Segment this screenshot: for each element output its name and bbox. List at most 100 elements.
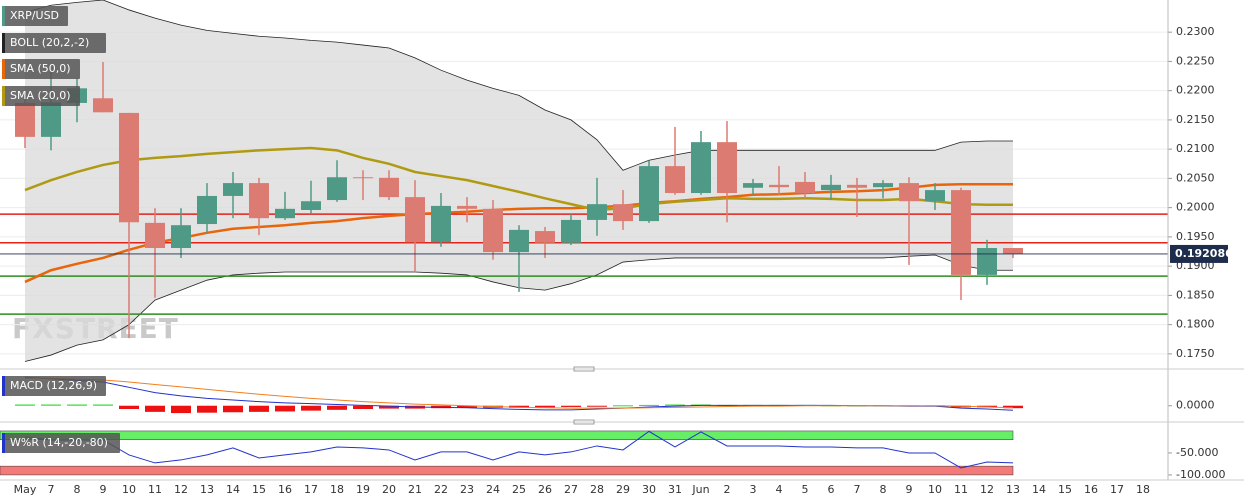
histogram-bar — [327, 405, 347, 410]
legend-label: MACD (12,26,9) — [10, 379, 97, 392]
candle-body — [41, 102, 61, 137]
x-tick-label: 15 — [252, 483, 266, 496]
x-tick-label: 15 — [1058, 483, 1072, 496]
candle-body — [275, 208, 295, 219]
x-tick-label: 9 — [906, 483, 913, 496]
y-tick-label: -100.000 — [1176, 468, 1225, 481]
legend-swatch — [2, 33, 5, 53]
histogram-bar — [223, 405, 243, 413]
x-tick-label: 17 — [304, 483, 318, 496]
candle-body — [951, 190, 971, 275]
candle-body — [249, 183, 269, 219]
histogram-bar — [561, 405, 581, 407]
histogram-bar — [1003, 405, 1023, 409]
candle-body — [145, 222, 165, 249]
candle-body — [899, 183, 919, 202]
x-tick-label: 17 — [1110, 483, 1124, 496]
x-tick-label: 8 — [74, 483, 81, 496]
candle-body — [743, 183, 763, 188]
candle-body — [379, 177, 399, 198]
histogram-bar — [665, 404, 685, 406]
legend-label: BOLL (20,2,-2) — [10, 36, 89, 49]
x-tick-label: 9 — [100, 483, 107, 496]
candle-body — [925, 190, 945, 202]
macd-line — [24, 377, 1014, 409]
price-tag-label: 0.192086 — [1175, 247, 1233, 260]
histogram-bar — [249, 405, 269, 412]
histogram-bar — [275, 405, 295, 412]
histogram-bar — [41, 404, 61, 406]
histogram-bar — [587, 405, 607, 407]
candle-body — [171, 225, 191, 249]
candle-body — [327, 177, 347, 201]
legend-box — [2, 33, 106, 53]
bollinger-band — [25, 0, 1013, 362]
candle-body — [1003, 248, 1023, 254]
candle-body — [769, 184, 789, 188]
x-tick-label: May — [14, 483, 37, 496]
x-tick-label: 12 — [980, 483, 994, 496]
price-tag — [1170, 244, 1228, 263]
sma-line — [24, 146, 1013, 212]
candle-body — [431, 205, 451, 243]
legend-box — [2, 433, 120, 453]
x-tick-label: 31 — [668, 483, 682, 496]
histogram-bar — [119, 405, 139, 409]
x-tick-label: 10 — [122, 483, 136, 496]
histogram-bar — [509, 405, 529, 408]
histogram-bar — [197, 405, 217, 413]
histogram-bar — [145, 405, 165, 412]
legend-swatch — [2, 376, 5, 396]
candle-body — [795, 181, 815, 194]
band — [0, 465, 1014, 476]
x-tick-label: 18 — [1136, 483, 1150, 496]
x-tick-label: 19 — [356, 483, 370, 496]
candle-body — [691, 142, 711, 194]
x-tick-label: 13 — [1006, 483, 1020, 496]
y-tick-label: 0.2100 — [1176, 142, 1215, 155]
y-tick-label: 0.2250 — [1176, 54, 1215, 67]
histogram-bar — [379, 405, 399, 409]
x-tick-label: 23 — [460, 483, 474, 496]
panel-grip — [573, 366, 595, 372]
candle-body — [93, 98, 113, 113]
candle-body — [15, 102, 35, 137]
histogram-bar — [535, 405, 555, 408]
candle-body — [587, 204, 607, 220]
candle-body — [561, 219, 581, 243]
x-tick-label: 29 — [616, 483, 630, 496]
candle-body — [483, 208, 503, 253]
legend-label: SMA (20,0) — [10, 89, 71, 102]
legend-box — [2, 59, 80, 79]
histogram-bar — [301, 405, 321, 411]
y-tick-label: 0.2200 — [1176, 84, 1215, 97]
wr-line — [24, 430, 1014, 469]
legend-swatch — [2, 433, 5, 453]
candle-body — [119, 112, 139, 223]
histogram-bar — [613, 405, 633, 407]
legend-label: XRP/USD — [10, 9, 59, 22]
candle-body — [717, 142, 737, 194]
panel-grip — [573, 419, 595, 425]
band — [0, 430, 1014, 441]
y-tick-label: 0.1950 — [1176, 230, 1215, 243]
histogram-bar — [93, 404, 113, 406]
bollinger-upper — [24, 0, 1013, 171]
x-tick-label: 22 — [434, 483, 448, 496]
x-tick-label: 11 — [148, 483, 162, 496]
candle-body — [873, 183, 893, 188]
x-tick-label: 27 — [564, 483, 578, 496]
x-tick-label: 4 — [776, 483, 783, 496]
legend-box — [2, 86, 80, 106]
histogram-bar — [15, 404, 35, 406]
candle-body — [223, 183, 243, 196]
x-tick-label: 21 — [408, 483, 422, 496]
x-tick-label: 2 — [724, 483, 731, 496]
x-tick-label: 28 — [590, 483, 604, 496]
x-tick-label: 25 — [512, 483, 526, 496]
candle-body — [197, 195, 217, 225]
x-tick-label: 5 — [802, 483, 809, 496]
histogram-bar — [67, 404, 87, 406]
x-tick-label: 11 — [954, 483, 968, 496]
x-tick-label: 20 — [382, 483, 396, 496]
